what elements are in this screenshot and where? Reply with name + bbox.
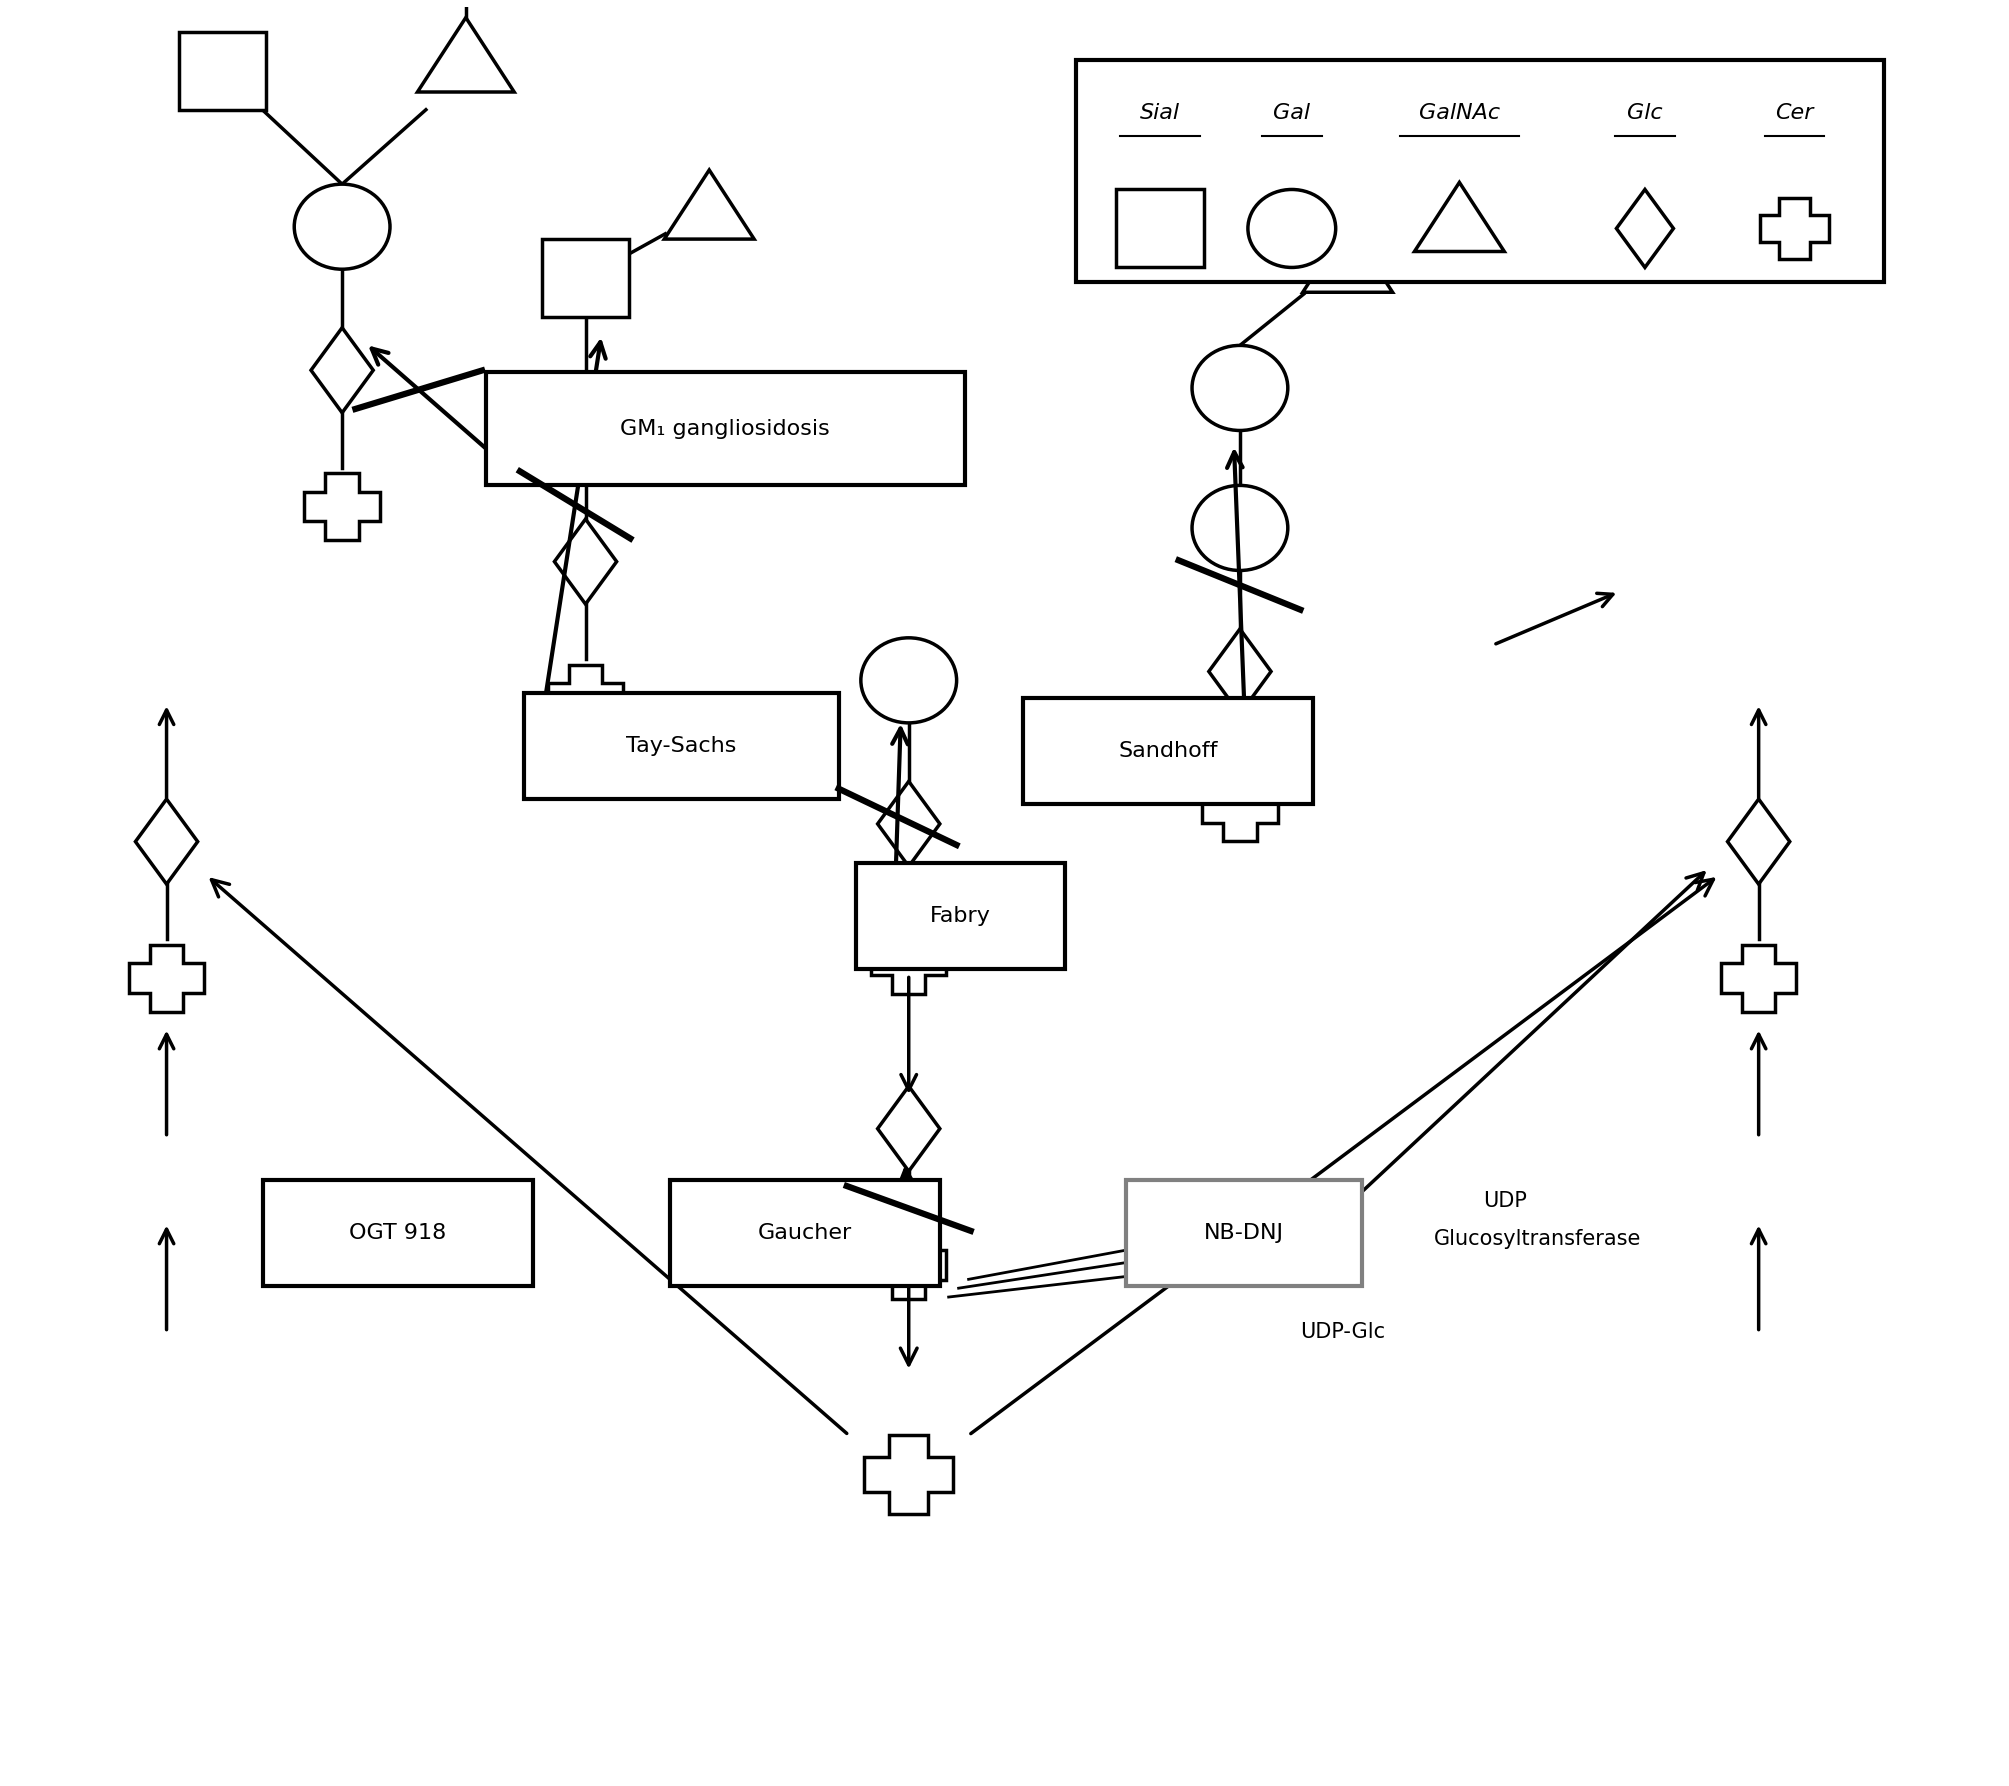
Text: Fabry: Fabry bbox=[930, 906, 990, 925]
Polygon shape bbox=[872, 927, 946, 993]
Polygon shape bbox=[1728, 798, 1790, 884]
Polygon shape bbox=[1414, 182, 1505, 252]
Circle shape bbox=[1191, 345, 1288, 430]
Text: Sandhoff: Sandhoff bbox=[1119, 741, 1217, 761]
Text: GM₁ gangliosidosis: GM₁ gangliosidosis bbox=[621, 418, 830, 439]
Polygon shape bbox=[554, 520, 617, 604]
Text: NB-DNJ: NB-DNJ bbox=[1203, 1223, 1284, 1243]
Text: OGT 918: OGT 918 bbox=[350, 1223, 446, 1243]
Text: Glc: Glc bbox=[1627, 104, 1663, 123]
Polygon shape bbox=[311, 327, 374, 413]
FancyBboxPatch shape bbox=[1077, 61, 1884, 282]
FancyBboxPatch shape bbox=[1023, 698, 1312, 804]
Polygon shape bbox=[1209, 629, 1272, 714]
Polygon shape bbox=[418, 18, 514, 93]
Polygon shape bbox=[305, 473, 380, 539]
Polygon shape bbox=[878, 780, 940, 866]
FancyBboxPatch shape bbox=[1127, 1181, 1362, 1286]
Polygon shape bbox=[864, 1434, 954, 1515]
Text: Gal: Gal bbox=[1274, 104, 1310, 123]
Circle shape bbox=[860, 638, 956, 723]
Text: Gaucher: Gaucher bbox=[757, 1223, 852, 1243]
Polygon shape bbox=[179, 32, 267, 109]
Text: Glucosyltransferase: Glucosyltransferase bbox=[1434, 1229, 1641, 1248]
Text: UDP-Glc: UDP-Glc bbox=[1300, 1322, 1384, 1343]
FancyBboxPatch shape bbox=[524, 693, 840, 798]
Circle shape bbox=[1191, 486, 1288, 570]
FancyBboxPatch shape bbox=[486, 371, 964, 486]
Polygon shape bbox=[872, 1232, 946, 1298]
Polygon shape bbox=[665, 170, 753, 239]
Polygon shape bbox=[878, 1086, 940, 1172]
Polygon shape bbox=[1117, 189, 1203, 268]
Text: Tay-Sachs: Tay-Sachs bbox=[627, 736, 737, 755]
Text: Cer: Cer bbox=[1776, 104, 1814, 123]
Polygon shape bbox=[1722, 945, 1796, 1011]
Polygon shape bbox=[542, 239, 629, 318]
Polygon shape bbox=[135, 798, 197, 884]
FancyBboxPatch shape bbox=[263, 1181, 532, 1286]
Circle shape bbox=[1248, 189, 1336, 268]
Polygon shape bbox=[548, 664, 623, 732]
Polygon shape bbox=[1201, 775, 1278, 841]
FancyBboxPatch shape bbox=[856, 863, 1065, 970]
Text: Sial: Sial bbox=[1141, 104, 1179, 123]
Text: GalNAc: GalNAc bbox=[1418, 104, 1501, 123]
Polygon shape bbox=[1760, 198, 1828, 259]
Polygon shape bbox=[129, 945, 205, 1011]
Polygon shape bbox=[1617, 189, 1673, 268]
Polygon shape bbox=[1302, 223, 1392, 293]
Circle shape bbox=[293, 184, 390, 270]
FancyBboxPatch shape bbox=[671, 1181, 940, 1286]
Text: UDP: UDP bbox=[1483, 1191, 1527, 1211]
Circle shape bbox=[538, 375, 633, 461]
